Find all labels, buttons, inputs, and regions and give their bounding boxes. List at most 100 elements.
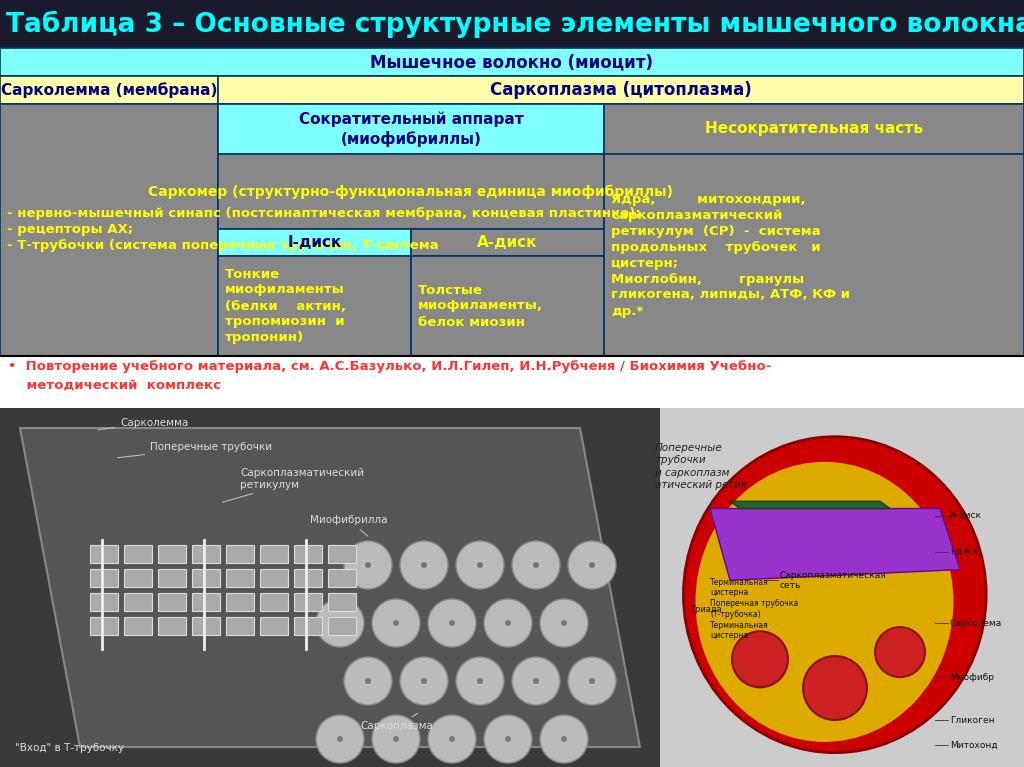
Text: Саркоплазма: Саркоплазма — [360, 713, 433, 731]
Circle shape — [484, 715, 532, 763]
Circle shape — [534, 678, 539, 684]
Ellipse shape — [695, 462, 953, 742]
Circle shape — [568, 541, 616, 589]
Text: I-диск: I-диск — [288, 235, 342, 250]
Circle shape — [344, 541, 392, 589]
Text: I-диск: I-диск — [950, 547, 979, 556]
Bar — [193, 569, 220, 587]
Bar — [193, 545, 220, 563]
Text: Терминальная
цистерна: Терминальная цистерна — [710, 621, 769, 640]
Bar — [294, 617, 322, 635]
Text: Сарколема: Сарколема — [950, 619, 1002, 628]
Circle shape — [456, 541, 504, 589]
Circle shape — [732, 631, 788, 687]
Text: Саркомер (структурно-функциональная единица миофибриллы): Саркомер (структурно-функциональная един… — [148, 184, 674, 199]
Text: Миофибр: Миофибр — [950, 673, 994, 682]
Bar — [218, 154, 604, 229]
Bar — [90, 617, 118, 635]
Text: Мышечное волокно (миоцит): Мышечное волокно (миоцит) — [371, 53, 653, 71]
Bar — [411, 256, 604, 356]
Bar — [90, 593, 118, 611]
Bar — [218, 76, 1024, 104]
Bar — [0, 76, 218, 104]
Circle shape — [316, 599, 364, 647]
Circle shape — [393, 620, 399, 626]
Bar — [328, 545, 356, 563]
Text: Триада: Триада — [690, 604, 722, 614]
Circle shape — [400, 541, 449, 589]
Bar — [294, 569, 322, 587]
Text: Саркоплазма (цитоплазма): Саркоплазма (цитоплазма) — [490, 81, 752, 99]
Circle shape — [428, 715, 476, 763]
Bar — [193, 617, 220, 635]
Text: А-диск: А-диск — [950, 511, 982, 520]
Circle shape — [561, 736, 567, 742]
Text: Терминальная
цистерна: Терминальная цистерна — [710, 578, 769, 597]
Bar — [218, 256, 411, 356]
Circle shape — [449, 620, 455, 626]
Bar — [90, 545, 118, 563]
Circle shape — [421, 562, 427, 568]
Circle shape — [589, 562, 595, 568]
Bar — [0, 0, 1024, 48]
Bar — [158, 545, 186, 563]
Circle shape — [505, 620, 511, 626]
Polygon shape — [710, 509, 961, 581]
Text: "Вход" в Т-трубочку: "Вход" в Т-трубочку — [15, 743, 124, 753]
Text: Поперечные
трубочки
и саркоплазм
атический ретик: Поперечные трубочки и саркоплазм атическ… — [655, 443, 748, 490]
Bar — [0, 356, 1024, 408]
Circle shape — [505, 736, 511, 742]
Text: Несократительная часть: Несократительная часть — [705, 121, 923, 137]
Bar — [0, 408, 660, 767]
Text: А-диск: А-диск — [477, 235, 538, 250]
Circle shape — [484, 599, 532, 647]
Circle shape — [534, 562, 539, 568]
Text: Сарколемма: Сарколемма — [97, 418, 188, 430]
Bar — [226, 617, 254, 635]
Circle shape — [372, 715, 420, 763]
Bar — [328, 569, 356, 587]
Text: Таблица 3 – Основные структурные элементы мышечного волокна: Таблица 3 – Основные структурные элемент… — [6, 11, 1024, 38]
Circle shape — [316, 715, 364, 763]
Bar — [193, 593, 220, 611]
Bar — [0, 408, 1024, 767]
Circle shape — [372, 599, 420, 647]
Circle shape — [400, 657, 449, 705]
Circle shape — [512, 541, 560, 589]
Text: Саркоплазматическая
сеть: Саркоплазматическая сеть — [780, 571, 887, 590]
Polygon shape — [20, 428, 640, 747]
Circle shape — [803, 656, 867, 720]
Bar — [158, 593, 186, 611]
Text: Тонкие
миофиламенты
(белки    актин,
тропомиозин  и
тропонин): Тонкие миофиламенты (белки актин, тропом… — [225, 268, 346, 344]
Text: Ядра,         митохондрии,
саркоплазматический
ретикулум  (СР)  -  система
продо: Ядра, митохондрии, саркоплазматический р… — [611, 193, 850, 318]
Circle shape — [589, 678, 595, 684]
Bar — [226, 593, 254, 611]
Bar — [124, 593, 152, 611]
Text: Митохонд: Митохонд — [950, 741, 997, 750]
Bar — [124, 545, 152, 563]
Circle shape — [561, 620, 567, 626]
Bar — [260, 569, 288, 587]
Bar — [226, 545, 254, 563]
Polygon shape — [730, 502, 890, 509]
Ellipse shape — [683, 436, 986, 752]
Bar — [218, 229, 411, 256]
Text: Гликоген: Гликоген — [950, 716, 994, 725]
Bar — [260, 545, 288, 563]
Bar — [411, 229, 604, 256]
Text: •  Повторение учебного материала, см. А.С.Базулько, И.Л.Гилеп, И.Н.Рубченя / Био: • Повторение учебного материала, см. А.С… — [8, 360, 771, 391]
Circle shape — [874, 627, 925, 677]
Circle shape — [540, 715, 588, 763]
Bar — [124, 569, 152, 587]
Circle shape — [477, 678, 483, 684]
Bar — [0, 104, 218, 356]
Bar — [604, 104, 1024, 154]
Circle shape — [344, 657, 392, 705]
Text: Сарколемма (мембрана): Сарколемма (мембрана) — [1, 82, 217, 98]
Circle shape — [449, 736, 455, 742]
Circle shape — [337, 736, 343, 742]
Text: Поперечные трубочки: Поперечные трубочки — [118, 442, 272, 458]
Circle shape — [421, 678, 427, 684]
Bar — [0, 48, 1024, 76]
Text: Поперечная трубочка
(Т-трубочка): Поперечная трубочка (Т-трубочка) — [710, 599, 799, 619]
